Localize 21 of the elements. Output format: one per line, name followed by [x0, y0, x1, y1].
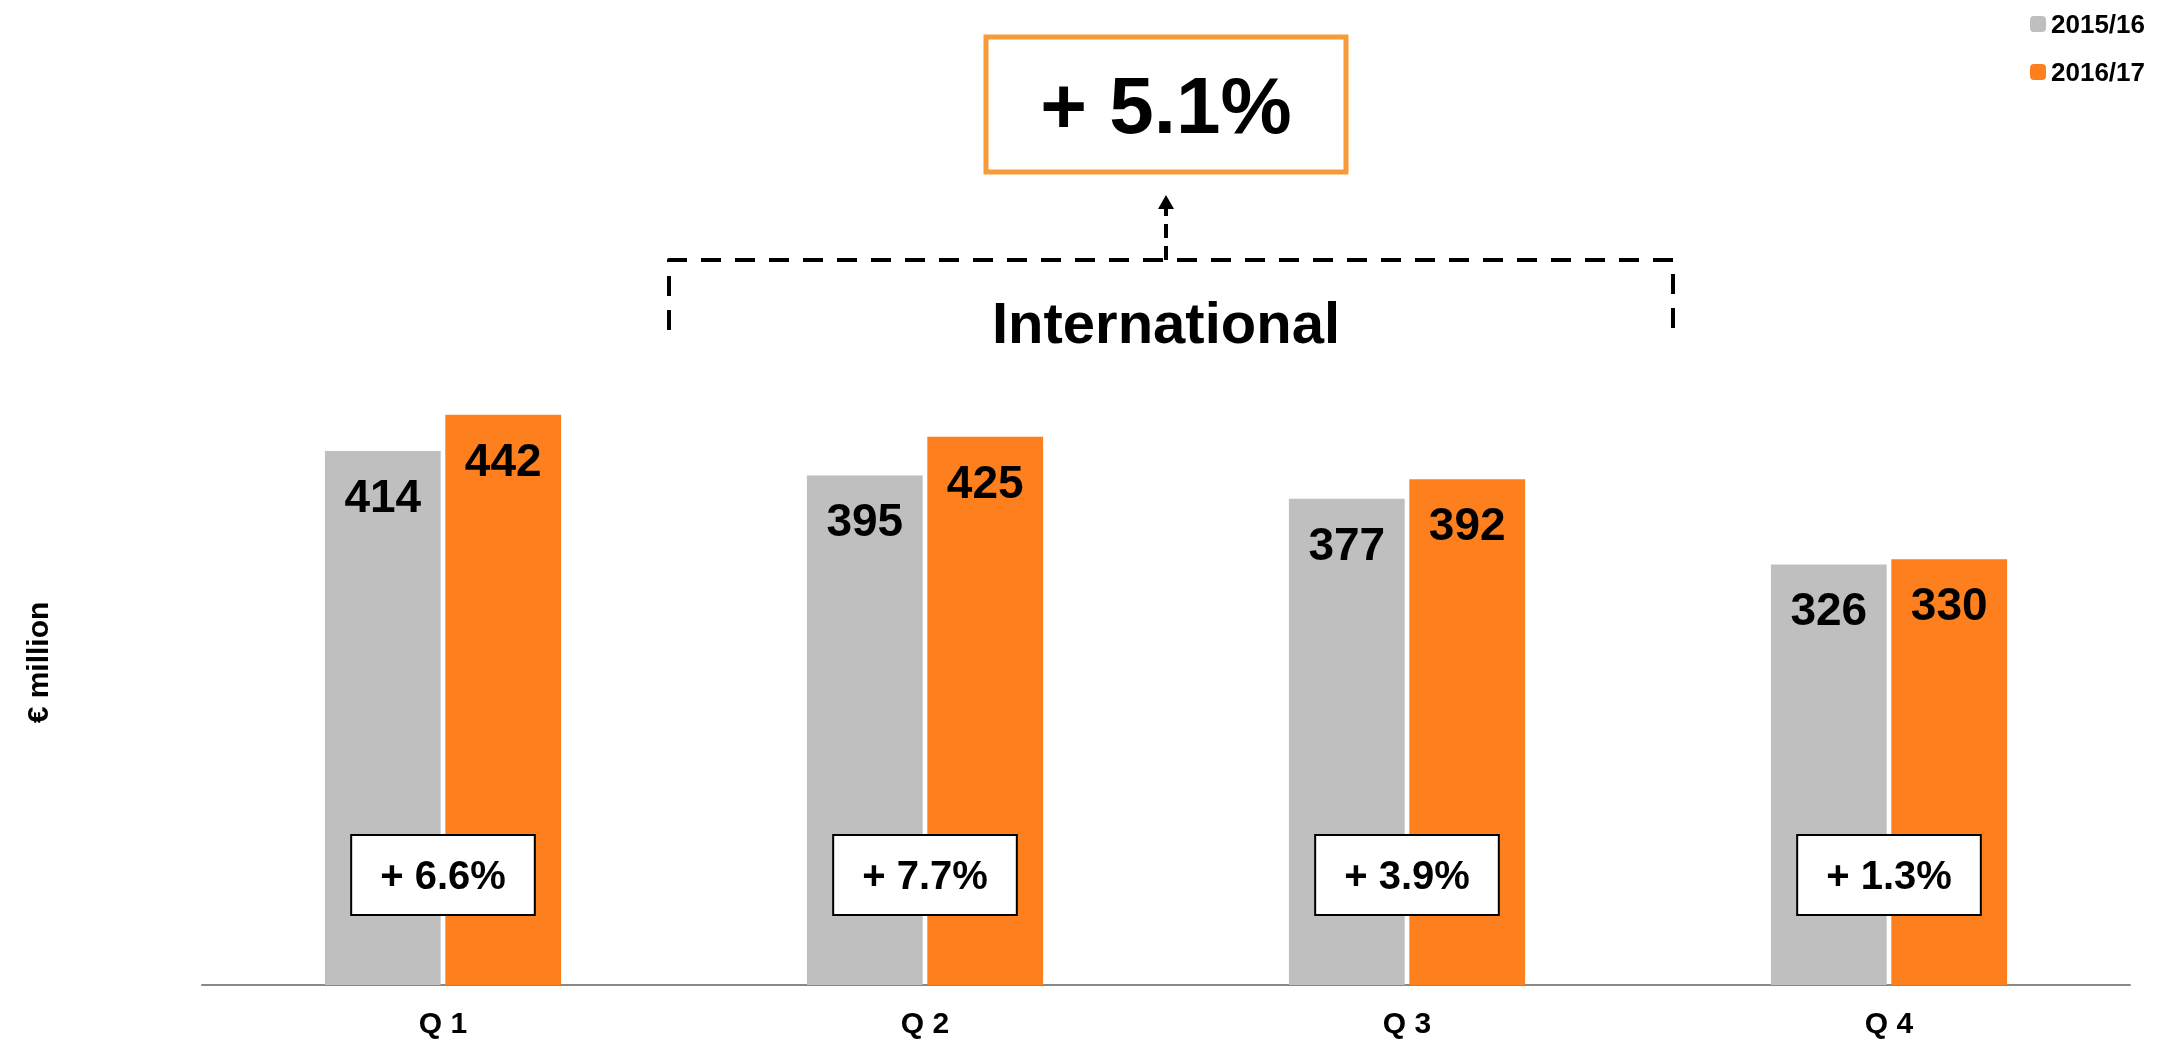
- x-tick-label: Q 2: [900, 1005, 950, 1039]
- data-label: 326: [1790, 583, 1868, 636]
- annotation: + 7.7%: [862, 853, 988, 897]
- x-tick-label: Q 4: [1864, 1005, 1914, 1039]
- annotation: + 1.3%: [1826, 853, 1952, 897]
- text: International: [991, 289, 1341, 355]
- text: + 5.1%: [1040, 60, 1292, 150]
- data-label: 442: [464, 433, 542, 486]
- legend-label: 2015/16: [2051, 9, 2145, 39]
- x-tick-label: Q 1: [418, 1005, 468, 1039]
- annotation: + 3.9%: [1344, 853, 1470, 897]
- legend-label: 2016/17: [2051, 57, 2145, 87]
- data-label: 425: [946, 455, 1024, 508]
- data-label: 395: [826, 494, 904, 547]
- data-label: 392: [1428, 498, 1506, 551]
- y-axis-title: € million: [20, 601, 54, 724]
- data-label: 414: [344, 469, 422, 522]
- data-label: 330: [1910, 578, 1988, 631]
- annotation: + 6.6%: [380, 853, 506, 897]
- data-label: 377: [1308, 517, 1386, 570]
- x-tick-label: Q 3: [1382, 1005, 1432, 1039]
